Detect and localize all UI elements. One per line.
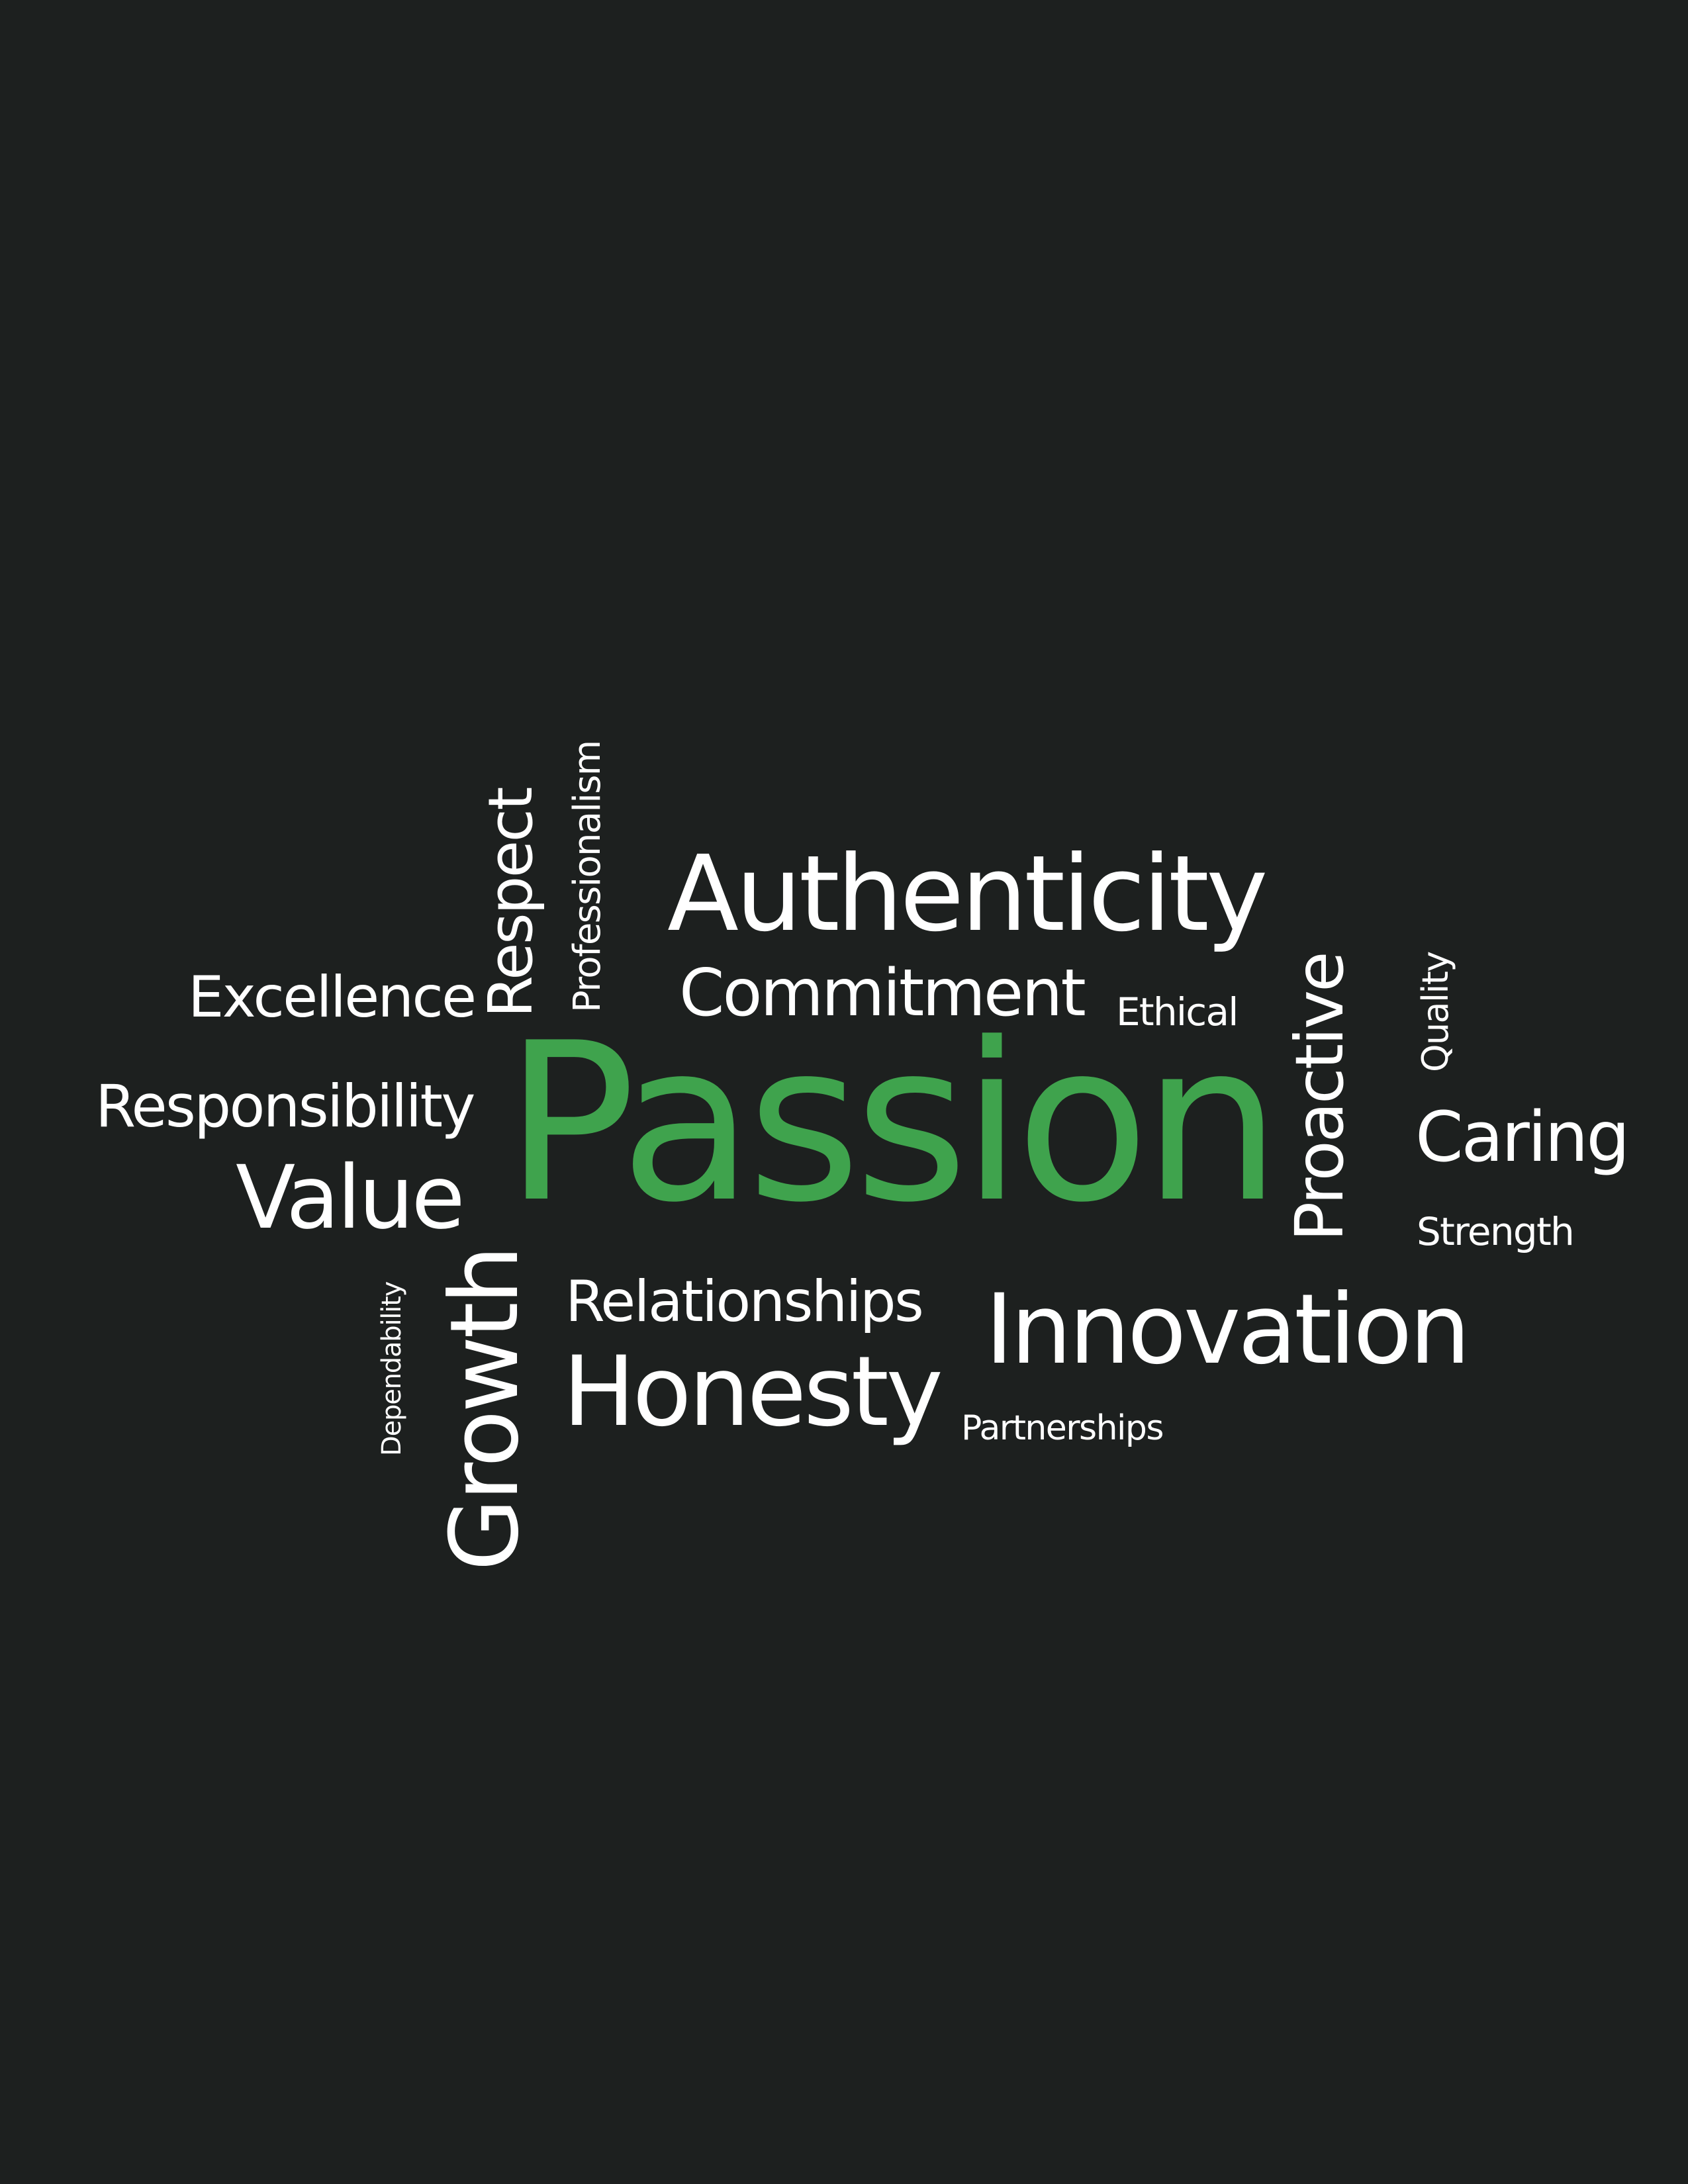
word-ethical: Ethical xyxy=(1116,989,1239,1034)
word-passion: Passion xyxy=(504,996,1282,1250)
word-proactive: Proactive xyxy=(1281,953,1358,1242)
word-relationships: Relationships xyxy=(565,1269,924,1335)
word-authenticity: Authenticity xyxy=(667,833,1268,955)
word-honesty: Honesty xyxy=(563,1336,943,1448)
word-responsibility: Responsibility xyxy=(95,1072,475,1140)
word-innovation: Innovation xyxy=(985,1273,1471,1386)
word-growth: Growth xyxy=(430,1248,539,1571)
word-strength: Strength xyxy=(1417,1209,1575,1254)
word-respect: Respect xyxy=(475,788,546,1018)
word-excellence: Excellence xyxy=(188,964,477,1030)
word-value: Value xyxy=(236,1147,465,1249)
word-professionalism: Professionalism xyxy=(566,741,609,1013)
word-commitment: Commitment xyxy=(679,956,1086,1031)
word-quality: Quality xyxy=(1415,952,1456,1072)
word-partnerships: Partnerships xyxy=(961,1408,1164,1448)
word-dependability: Dependability xyxy=(377,1281,407,1456)
word-caring: Caring xyxy=(1415,1097,1630,1177)
